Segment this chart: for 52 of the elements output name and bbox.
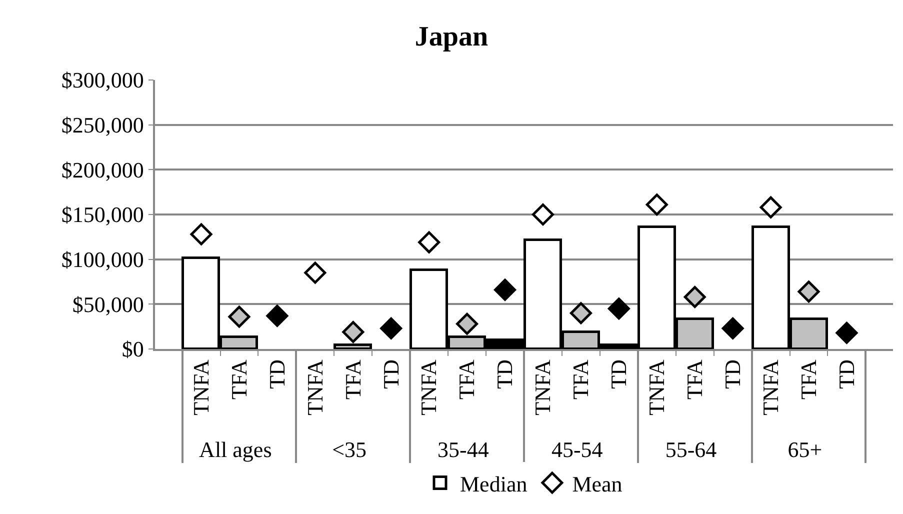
legend-label: Median	[460, 471, 528, 496]
x-tick-label: TD	[264, 360, 290, 389]
text: All ages	[199, 437, 272, 462]
x-tick-label: TNFA	[416, 359, 442, 416]
x-tick-label: TNFA	[302, 359, 328, 416]
point	[570, 302, 592, 324]
x-tick-label: TFA	[682, 359, 707, 400]
x-tick-label: TNFA	[530, 359, 556, 416]
point	[228, 306, 250, 328]
point	[608, 298, 630, 320]
point	[190, 223, 212, 246]
point	[722, 317, 744, 340]
point	[798, 280, 820, 303]
x-tick-label: TFA	[796, 359, 821, 400]
point	[304, 262, 326, 284]
x-tick-label: TD	[606, 360, 632, 389]
x-tick-label: TFA	[340, 359, 366, 400]
chart-title: Japan	[414, 21, 488, 52]
point	[380, 317, 402, 340]
x-tick-label: TFA	[568, 359, 594, 400]
y-tick-label: $0	[122, 336, 144, 362]
x-tick-label: TFA	[226, 359, 252, 400]
x-tick-label: TD	[720, 360, 745, 389]
text: 65+	[788, 437, 822, 462]
point	[266, 304, 288, 327]
point	[456, 312, 478, 335]
y-tick-label: $300,000	[61, 68, 144, 93]
point	[494, 278, 516, 301]
x-tick-label: TNFA	[644, 359, 670, 416]
text: 45-54	[551, 437, 603, 462]
x-tick-label: TNFA	[758, 359, 783, 416]
x-tick-label: TD	[492, 360, 518, 389]
point	[418, 231, 440, 254]
legend-label: Mean	[572, 471, 622, 496]
text: 55-64	[665, 437, 717, 462]
point	[836, 322, 858, 344]
y-tick-label: $150,000	[61, 202, 144, 228]
text: <35	[332, 437, 367, 462]
x-tick-label: TD	[834, 360, 859, 389]
point	[532, 204, 554, 226]
x-tick-label: TFA	[454, 359, 480, 400]
x-tick-label: TNFA	[188, 359, 214, 416]
y-tick-label: $50,000	[72, 292, 144, 317]
point	[646, 194, 668, 216]
point	[760, 196, 782, 218]
y-tick-label: $250,000	[61, 112, 144, 138]
text: 35-44	[438, 437, 489, 462]
y-tick-label: $100,000	[61, 247, 144, 272]
y-tick-label: $200,000	[61, 157, 144, 182]
point	[684, 286, 706, 308]
x-tick-label: TD	[378, 360, 404, 389]
point	[342, 320, 364, 343]
